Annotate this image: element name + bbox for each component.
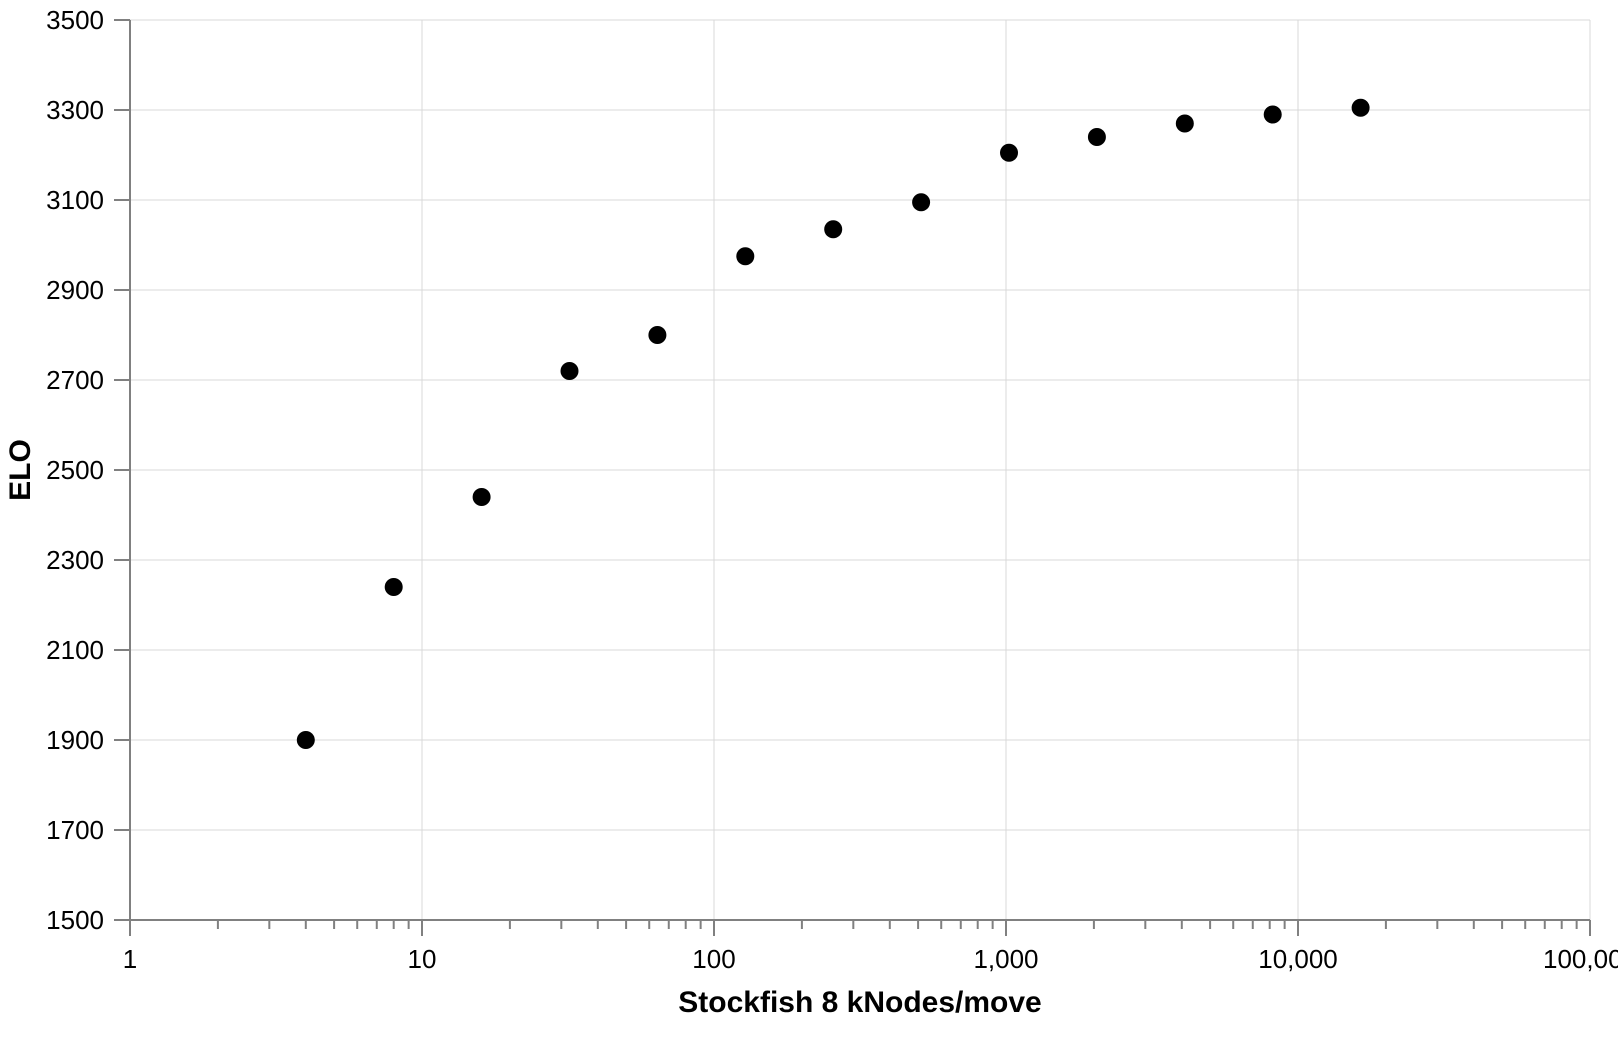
y-tick-label: 3300	[46, 95, 104, 125]
y-tick-label: 2700	[46, 365, 104, 395]
data-point	[824, 220, 842, 238]
data-point	[1000, 144, 1018, 162]
data-point	[473, 488, 491, 506]
x-tick-label: 100,000	[1543, 944, 1618, 974]
data-point	[912, 193, 930, 211]
x-tick-label: 100	[692, 944, 735, 974]
data-point	[648, 326, 666, 344]
x-tick-label: 1	[123, 944, 137, 974]
data-point	[736, 247, 754, 265]
data-point	[1352, 99, 1370, 117]
y-tick-label: 1500	[46, 905, 104, 935]
x-tick-label: 1,000	[973, 944, 1038, 974]
x-axis-label: Stockfish 8 kNodes/move	[678, 986, 1041, 1019]
data-point	[1264, 106, 1282, 124]
y-tick-label: 2100	[46, 635, 104, 665]
y-tick-label: 1700	[46, 815, 104, 845]
y-tick-label: 3500	[46, 5, 104, 35]
y-tick-label: 3100	[46, 185, 104, 215]
data-point	[561, 362, 579, 380]
elo-vs-knodes-chart: 1 10 100 1,000 10,000 100,000 1500 1700 1900 2100…	[0, 0, 1618, 1046]
y-axis-label: ELO	[4, 439, 37, 501]
x-tick-label: 10	[408, 944, 437, 974]
data-point	[1088, 128, 1106, 146]
data-point	[385, 578, 403, 596]
data-point	[1176, 115, 1194, 133]
y-tick-label: 2900	[46, 275, 104, 305]
chart-svg: 1 10 100 1,000 10,000 100,000 1500 1700 1900 2100…	[0, 0, 1618, 1046]
y-tick-label: 1900	[46, 725, 104, 755]
y-tick-label: 2300	[46, 545, 104, 575]
data-point	[297, 731, 315, 749]
y-tick-label: 2500	[46, 455, 104, 485]
x-tick-label: 10,000	[1258, 944, 1338, 974]
